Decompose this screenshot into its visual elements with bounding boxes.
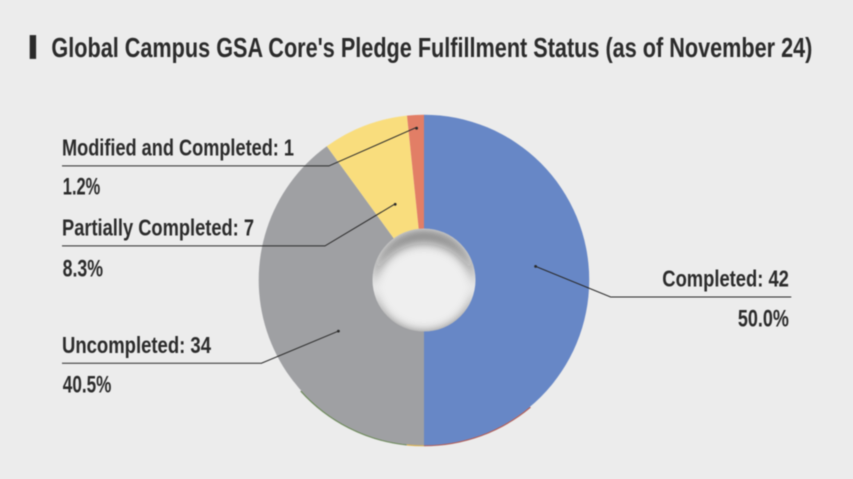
- svg-text:Modified and Completed: 1: Modified and Completed: 1: [62, 135, 294, 161]
- svg-text:40.5%: 40.5%: [63, 371, 112, 398]
- svg-text:50.0%: 50.0%: [738, 306, 789, 333]
- svg-text:8.3%: 8.3%: [63, 255, 104, 282]
- svg-text:Partially Completed: 7: Partially Completed: 7: [62, 215, 254, 241]
- svg-text:Global Campus GSA Core's Pledg: Global Campus GSA Core's Pledge Fulfillm…: [51, 32, 812, 63]
- svg-text:Uncompleted: 34: Uncompleted: 34: [62, 332, 211, 358]
- svg-text:1.2%: 1.2%: [63, 173, 101, 200]
- svg-text:Completed: 42: Completed: 42: [662, 266, 789, 292]
